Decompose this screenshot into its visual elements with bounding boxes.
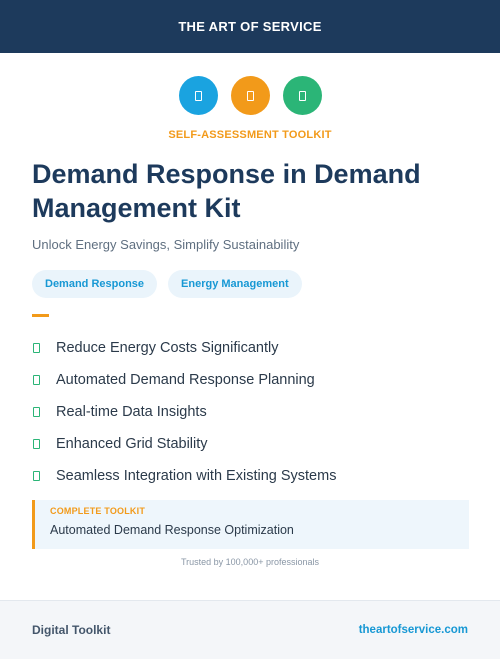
feature-label: Reduce Energy Costs Significantly: [56, 340, 279, 356]
page-subtitle: Unlock Energy Savings, Simplify Sustaina…: [32, 237, 300, 252]
complete-toolkit-box: COMPLETE TOOLKIT Automated Demand Respon…: [32, 500, 469, 549]
footer-product-type: Digital Toolkit: [32, 623, 111, 637]
tag-energy-management[interactable]: Energy Management: [168, 270, 302, 298]
feature-item: Real-time Data Insights: [32, 396, 472, 428]
check-icon: [33, 375, 40, 385]
document-icon: [178, 76, 218, 115]
feature-label: Real-time Data Insights: [56, 404, 207, 420]
check-icon: [33, 471, 40, 481]
accent-divider: [32, 314, 49, 317]
footer-website-link[interactable]: theartofservice.com: [358, 624, 468, 636]
complete-toolkit-value: Automated Demand Response Optimization: [50, 523, 294, 537]
feature-item: Reduce Energy Costs Significantly: [32, 332, 472, 364]
feature-item: Seamless Integration with Existing Syste…: [32, 460, 472, 492]
document-icon: [282, 76, 322, 115]
feature-label: Automated Demand Response Planning: [56, 372, 315, 388]
feature-item: Automated Demand Response Planning: [32, 364, 472, 396]
footer-bar: Digital Toolkit theartofservice.com: [0, 600, 500, 659]
check-icon: [33, 407, 40, 417]
top-banner: THE ART OF SERVICE: [0, 0, 500, 53]
tag-list: Demand Response Energy Management: [32, 270, 302, 298]
feature-item: Enhanced Grid Stability: [32, 428, 472, 460]
page-title: Demand Response in Demand Management Kit: [32, 159, 421, 223]
feature-label: Seamless Integration with Existing Syste…: [56, 468, 337, 484]
document-icon: [230, 76, 270, 115]
feature-list: Reduce Energy Costs Significantly Automa…: [32, 332, 472, 492]
brand-name: THE ART OF SERVICE: [178, 19, 322, 34]
icon-row: [0, 76, 500, 115]
check-icon: [33, 439, 40, 449]
tag-demand-response[interactable]: Demand Response: [32, 270, 158, 298]
complete-toolkit-label: COMPLETE TOOLKIT: [50, 506, 146, 516]
check-icon: [33, 343, 40, 353]
feature-label: Enhanced Grid Stability: [56, 436, 208, 452]
trust-note: Trusted by 100,000+ professionals: [180, 557, 319, 567]
toolkit-kicker: SELF-ASSESSMENT TOOLKIT: [168, 129, 332, 141]
